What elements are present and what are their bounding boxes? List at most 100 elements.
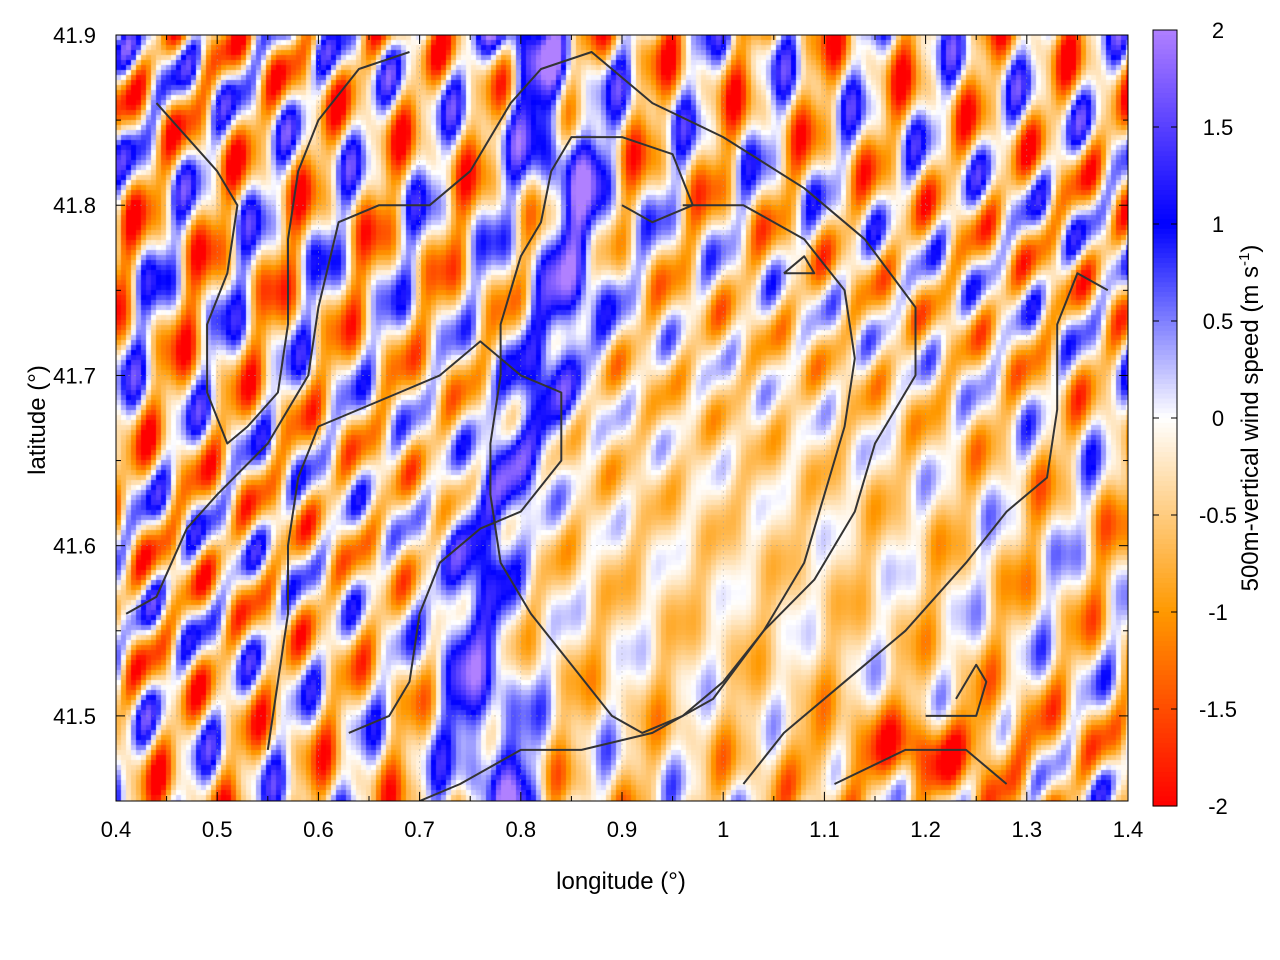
- colorbar-cell: [1153, 636, 1177, 642]
- y-tick-label: 41.8: [53, 193, 96, 218]
- colorbar-cell: [1153, 456, 1177, 463]
- colorbar-cell: [1153, 253, 1177, 259]
- colorbar-cell: [1153, 481, 1177, 487]
- y-tick-label: 41.9: [53, 23, 96, 48]
- colorbar-cell: [1153, 54, 1177, 60]
- colorbar-cell: [1153, 495, 1177, 502]
- colorbar-cell: [1153, 136, 1177, 143]
- colorbar-cell: [1153, 257, 1177, 264]
- colorbar-cell: [1153, 248, 1177, 254]
- colorbar-cell: [1153, 612, 1177, 618]
- x-tick-label: 0.6: [303, 817, 334, 842]
- colorbar-cell: [1153, 791, 1177, 797]
- colorbar-cell: [1153, 665, 1177, 671]
- colorbar-cell: [1153, 427, 1177, 434]
- colorbar-cell: [1153, 194, 1177, 201]
- colorbar-cell: [1153, 781, 1177, 788]
- colorbar-cell: [1153, 582, 1177, 589]
- colorbar-cell: [1153, 442, 1177, 448]
- colorbar-cell: [1153, 699, 1177, 705]
- colorbar-cell: [1153, 534, 1177, 540]
- colorbar-cell: [1153, 165, 1177, 172]
- colorbar-cell: [1153, 752, 1177, 759]
- colorbar-cell: [1153, 772, 1177, 778]
- colorbar-tick-label: 0.5: [1203, 309, 1234, 334]
- colorbar-cell: [1153, 655, 1177, 662]
- colorbar-cell: [1153, 39, 1177, 46]
- colorbar-cell: [1153, 63, 1177, 70]
- colorbar-cell: [1153, 301, 1177, 308]
- colorbar-cell: [1153, 675, 1177, 681]
- colorbar-cell: [1153, 418, 1177, 424]
- colorbar-cell: [1153, 529, 1177, 535]
- colorbar-cell: [1153, 345, 1177, 351]
- colorbar-cell: [1153, 214, 1177, 220]
- contour-line: [834, 748, 1008, 785]
- colorbar: 2 1.5 1 0.5 0 -0.5 -1 -1.5 -2: [1152, 18, 1237, 819]
- colorbar-tick-label: -1: [1208, 600, 1228, 625]
- colorbar-cell: [1153, 369, 1177, 375]
- colorbar-cell: [1153, 563, 1177, 569]
- colorbar-cell: [1153, 519, 1177, 526]
- colorbar-cell: [1153, 262, 1177, 269]
- colorbar-cell: [1153, 597, 1177, 603]
- colorbar-cell: [1153, 694, 1177, 700]
- x-tick-label: 1.3: [1012, 817, 1043, 842]
- colorbar-cell: [1153, 83, 1177, 89]
- colorbar-cell: [1153, 660, 1177, 666]
- colorbar-cell: [1153, 398, 1177, 405]
- colorbar-cell: [1153, 578, 1177, 584]
- colorbar-cell: [1153, 122, 1177, 128]
- colorbar-cell: [1153, 88, 1177, 94]
- colorbar-cell: [1153, 796, 1177, 802]
- y-tick-label: 41.7: [53, 363, 96, 388]
- colorbar-cell: [1153, 204, 1177, 211]
- colorbar-label-superscript: -1: [1236, 253, 1253, 266]
- colorbar-cell: [1153, 621, 1177, 628]
- colorbar-cell: [1153, 762, 1177, 768]
- colorbar-cell: [1153, 709, 1177, 715]
- colorbar-cell: [1153, 160, 1177, 167]
- colorbar-cell: [1153, 267, 1177, 274]
- colorbar-cell: [1153, 325, 1177, 332]
- colorbar-cell: [1153, 102, 1177, 109]
- colorbar-cell: [1153, 238, 1177, 244]
- colorbar-cell: [1153, 321, 1177, 327]
- colorbar-cell: [1153, 219, 1177, 225]
- colorbar-cell: [1153, 117, 1177, 123]
- x-tick-label: 1.4: [1113, 817, 1144, 842]
- colorbar-cell: [1153, 243, 1177, 249]
- colorbar-cell: [1153, 224, 1177, 230]
- y-axis-ticks: 41.5 41.6 41.7 41.8 41.9: [53, 23, 1128, 729]
- colorbar-cell: [1153, 626, 1177, 632]
- colorbar-cell: [1153, 311, 1177, 317]
- colorbar-cell: [1153, 645, 1177, 652]
- colorbar-cell: [1153, 335, 1177, 341]
- colorbar-cell: [1153, 350, 1177, 356]
- colorbar-tick-label: 2: [1212, 18, 1224, 43]
- colorbar-tick-label: -2: [1208, 794, 1228, 819]
- colorbar-cell: [1153, 393, 1177, 400]
- colorbar-cell: [1153, 190, 1177, 196]
- contour-line: [925, 663, 988, 717]
- colorbar-cell: [1153, 185, 1177, 191]
- colorbar-tick-label: -1.5: [1199, 697, 1237, 722]
- colorbar-cell: [1153, 476, 1177, 482]
- colorbar-cell: [1153, 141, 1177, 147]
- contour-line: [489, 136, 856, 734]
- contour-line: [155, 51, 410, 445]
- colorbar-cell: [1153, 718, 1177, 725]
- colorbar-cell: [1153, 68, 1177, 75]
- colorbar-cell: [1153, 544, 1177, 550]
- x-tick-label: 1.2: [910, 817, 941, 842]
- colorbar-cell: [1153, 340, 1177, 346]
- colorbar-cell: [1153, 704, 1177, 710]
- x-tick-label: 0.7: [404, 817, 435, 842]
- contour-lines: [125, 51, 1109, 801]
- y-axis-label: latitude (°): [24, 365, 51, 475]
- colorbar-cell: [1153, 151, 1177, 157]
- colorbar-cell: [1153, 282, 1177, 288]
- colorbar-cell: [1153, 568, 1177, 574]
- colorbar-cell: [1153, 728, 1177, 734]
